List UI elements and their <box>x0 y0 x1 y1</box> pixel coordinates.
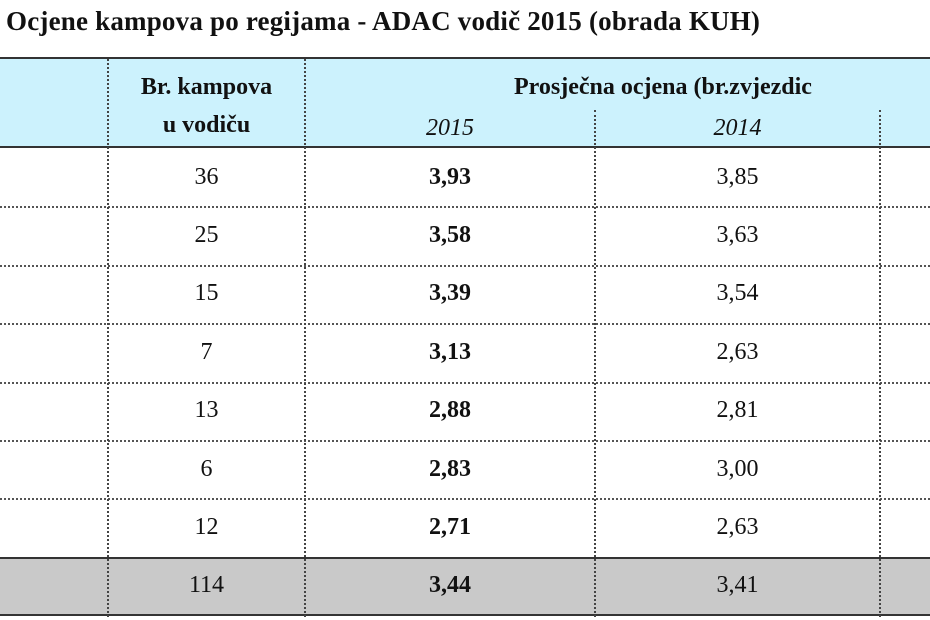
table-cell: 3,54 <box>716 280 759 307</box>
row-border <box>0 440 930 442</box>
column-border <box>304 59 306 617</box>
row-border <box>0 264 930 267</box>
table-cell: 3,13 <box>429 338 471 365</box>
table-cell: 3,00 <box>716 455 759 482</box>
table-cell: 2,63 <box>716 338 759 365</box>
table-cell: 2,71 <box>429 514 471 541</box>
table-cell: 3,58 <box>429 222 471 249</box>
row-border <box>0 381 930 384</box>
column-border <box>107 59 109 617</box>
table-cell: 3,85 <box>716 163 759 190</box>
table-cell: 2,83 <box>429 455 471 482</box>
column-border <box>594 110 596 617</box>
table-cell: 25 <box>194 222 219 249</box>
header-cell: Br. kampova <box>140 73 273 100</box>
table-cell: 13 <box>194 397 219 424</box>
table-cell: 12 <box>194 514 219 541</box>
total-cell: 3,44 <box>429 572 471 599</box>
column-border <box>879 110 881 617</box>
row-border <box>0 323 930 326</box>
table-cell: 3,63 <box>716 222 759 249</box>
header-cell: 2015 <box>426 114 474 141</box>
total-cell: 3,41 <box>716 572 759 599</box>
header-cell: u vodiču <box>162 111 251 138</box>
table-header <box>0 57 930 148</box>
table-cell: 7 <box>200 338 213 365</box>
total-cell: 114 <box>188 572 225 599</box>
table-cell: 2,88 <box>429 397 471 424</box>
table-cell: 2,63 <box>716 514 759 541</box>
table-cell: 2,81 <box>716 397 759 424</box>
title: Ocjene kampova po regijama - ADAC vodič … <box>6 6 761 36</box>
table-cell: 15 <box>194 280 219 307</box>
table-cell: 3,93 <box>429 163 471 190</box>
table-cell: 6 <box>200 455 213 482</box>
row-border <box>0 498 930 501</box>
header-cell: 2014 <box>713 114 762 141</box>
table-cell: 3,39 <box>429 280 471 307</box>
row-border <box>0 206 930 209</box>
total-row <box>0 556 930 617</box>
header-cell: Prosječna ocjena (br.zvjezdic <box>514 73 812 100</box>
table-cell: 36 <box>194 163 219 190</box>
